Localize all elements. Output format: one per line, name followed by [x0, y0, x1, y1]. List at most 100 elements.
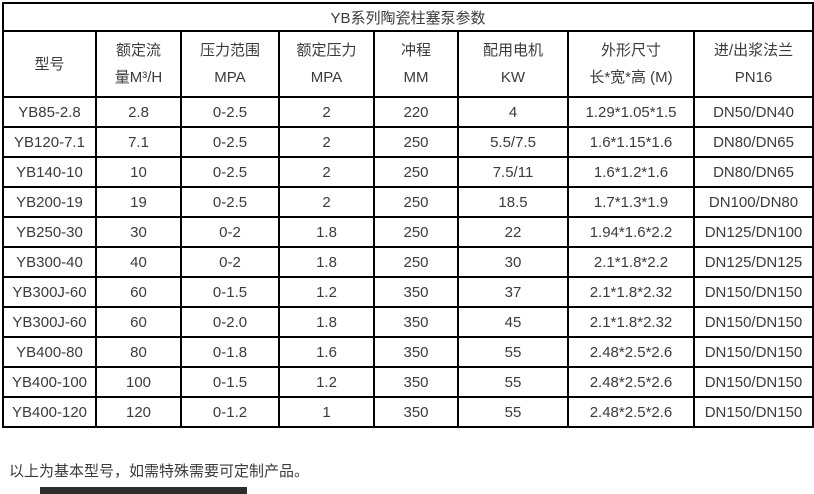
table-body: YB85-2.8 2.8 0-2.5 2 220 4 1.29*1.05*1.5 DN50/D… [2, 96, 814, 428]
table-cell: 1.29*1.05*1.5 [567, 96, 695, 128]
pump-spec-table: YB系列陶瓷柱塞泵参数 型号 额定流 量M³/H 压力范围 MPA 额定压力 MPA 冲… [1, 2, 814, 428]
column-header: 额定压力 MPA [278, 30, 375, 98]
table-cell: YB250-30 [2, 216, 97, 248]
table-cell: 2.8 [95, 96, 182, 128]
table-cell: YB300J-60 [2, 306, 97, 338]
table-cell: 37 [457, 276, 569, 308]
table-cell: 2.48*2.5*2.6 [567, 396, 695, 428]
table-header-row: 型号 额定流 量M³/H 压力范围 MPA 额定压力 MPA 冲程 MM 配用电机 KW 外… [2, 30, 814, 98]
table-cell: DN125/DN125 [692, 246, 814, 278]
table-cell: 1.7*1.3*1.9 [567, 186, 695, 218]
table-cell: 350 [373, 396, 459, 428]
column-header: 型号 [2, 30, 97, 98]
table-cell: YB140-10 [2, 156, 97, 188]
table-title-row: YB系列陶瓷柱塞泵参数 [1, 2, 814, 32]
table-cell: DN150/DN150 [692, 396, 814, 428]
table-cell: 1.8 [278, 216, 375, 248]
table-cell: 22 [457, 216, 569, 248]
table-cell: 2 [278, 126, 375, 158]
table-cell: 55 [457, 366, 569, 398]
table-title: YB系列陶瓷柱塞泵参数 [1, 2, 814, 32]
table-cell: 350 [373, 336, 459, 368]
table-cell: 0-2.5 [180, 126, 280, 158]
table-cell: 1.94*1.6*2.2 [567, 216, 695, 248]
table-cell: YB400-120 [2, 396, 97, 428]
table-cell: 80 [95, 336, 182, 368]
table-cell: 2.48*2.5*2.6 [567, 336, 695, 368]
footer-note: 以上为基本型号，如需特殊需要可定制产品。 [9, 463, 310, 480]
table-cell: 40 [95, 246, 182, 278]
table-cell: 1.8 [278, 306, 375, 338]
table-cell: YB200-19 [2, 186, 97, 218]
table-cell: DN80/DN65 [692, 126, 814, 158]
table-cell: 5.5/7.5 [457, 126, 569, 158]
table-cell: YB85-2.8 [2, 96, 97, 128]
table-cell: DN150/DN150 [692, 336, 814, 368]
table-cell: 7.5/11 [457, 156, 569, 188]
column-header: 进/出浆法兰 PN16 [692, 30, 814, 98]
table-row: YB300J-60 60 0-1.5 1.2 350 37 2.1*1.8*2.32 DN15… [2, 276, 814, 308]
table-cell: 60 [95, 276, 182, 308]
table-cell: 19 [95, 186, 182, 218]
table-cell: DN100/DN80 [692, 186, 814, 218]
table-cell: YB300-40 [2, 246, 97, 278]
table-row: YB120-7.1 7.1 0-2.5 2 250 5.5/7.5 1.6*1.15*1.6… [2, 126, 814, 158]
table-cell: 250 [373, 156, 459, 188]
table-cell: 1 [278, 396, 375, 428]
table-row: YB85-2.8 2.8 0-2.5 2 220 4 1.29*1.05*1.5 DN50/D… [2, 96, 814, 128]
table-cell: 18.5 [457, 186, 569, 218]
table-cell: YB400-80 [2, 336, 97, 368]
table-cell: DN80/DN65 [692, 156, 814, 188]
table-cell: YB300J-60 [2, 276, 97, 308]
table-cell: 1.8 [278, 246, 375, 278]
table-cell: DN125/DN100 [692, 216, 814, 248]
column-header: 配用电机 KW [457, 30, 569, 98]
table-cell: 0-1.5 [180, 366, 280, 398]
table-row: YB400-100 100 0-1.5 1.2 350 55 2.48*2.5*2.6 DN1… [2, 366, 814, 398]
table-cell: 250 [373, 186, 459, 218]
table-cell: 0-2.0 [180, 306, 280, 338]
table-cell: 30 [95, 216, 182, 248]
table-cell: DN150/DN150 [692, 276, 814, 308]
partial-dark-bar [40, 487, 247, 494]
table-cell: 0-1.2 [180, 396, 280, 428]
table-cell: DN150/DN150 [692, 306, 814, 338]
table-cell: YB400-100 [2, 366, 97, 398]
table-cell: 350 [373, 366, 459, 398]
table-cell: 0-2.5 [180, 156, 280, 188]
table-cell: DN150/DN150 [692, 366, 814, 398]
table-cell: 2.1*1.8*2.2 [567, 246, 695, 278]
table-cell: 350 [373, 306, 459, 338]
table-cell: 1.6 [278, 336, 375, 368]
table-cell: 250 [373, 246, 459, 278]
table-row: YB400-120 120 0-1.2 1 350 55 2.48*2.5*2.6 DN150… [2, 396, 814, 428]
table-cell: 0-2 [180, 246, 280, 278]
table-head: YB系列陶瓷柱塞泵参数 型号 额定流 量M³/H 压力范围 MPA 额定压力 MPA 冲… [1, 2, 814, 98]
table-cell: 0-1.5 [180, 276, 280, 308]
table-cell: 0-2.5 [180, 96, 280, 128]
table-cell: 45 [457, 306, 569, 338]
table-cell: 2.1*1.8*2.32 [567, 306, 695, 338]
table-cell: 350 [373, 276, 459, 308]
table-cell: 7.1 [95, 126, 182, 158]
table-cell: 2 [278, 186, 375, 218]
table-row: YB400-80 80 0-1.8 1.6 350 55 2.48*2.5*2.6 DN150… [2, 336, 814, 368]
table-cell: 55 [457, 396, 569, 428]
table-cell: 0-2 [180, 216, 280, 248]
table-cell: 1.6*1.2*1.6 [567, 156, 695, 188]
column-header: 压力范围 MPA [180, 30, 280, 98]
table-cell: 30 [457, 246, 569, 278]
column-header: 冲程 MM [373, 30, 459, 98]
table-cell: 250 [373, 216, 459, 248]
table-cell: 0-2.5 [180, 186, 280, 218]
table-cell: 60 [95, 306, 182, 338]
column-header: 额定流 量M³/H [95, 30, 182, 98]
table-cell: 2 [278, 156, 375, 188]
table-cell: 250 [373, 126, 459, 158]
table-row: YB300-40 40 0-2 1.8 250 30 2.1*1.8*2.2 DN125/DN… [2, 246, 814, 278]
column-header: 外形尺寸 长*宽*高 (M) [567, 30, 695, 98]
table-cell: 1.6*1.15*1.6 [567, 126, 695, 158]
table-cell: 2.48*2.5*2.6 [567, 366, 695, 398]
table-cell: YB120-7.1 [2, 126, 97, 158]
